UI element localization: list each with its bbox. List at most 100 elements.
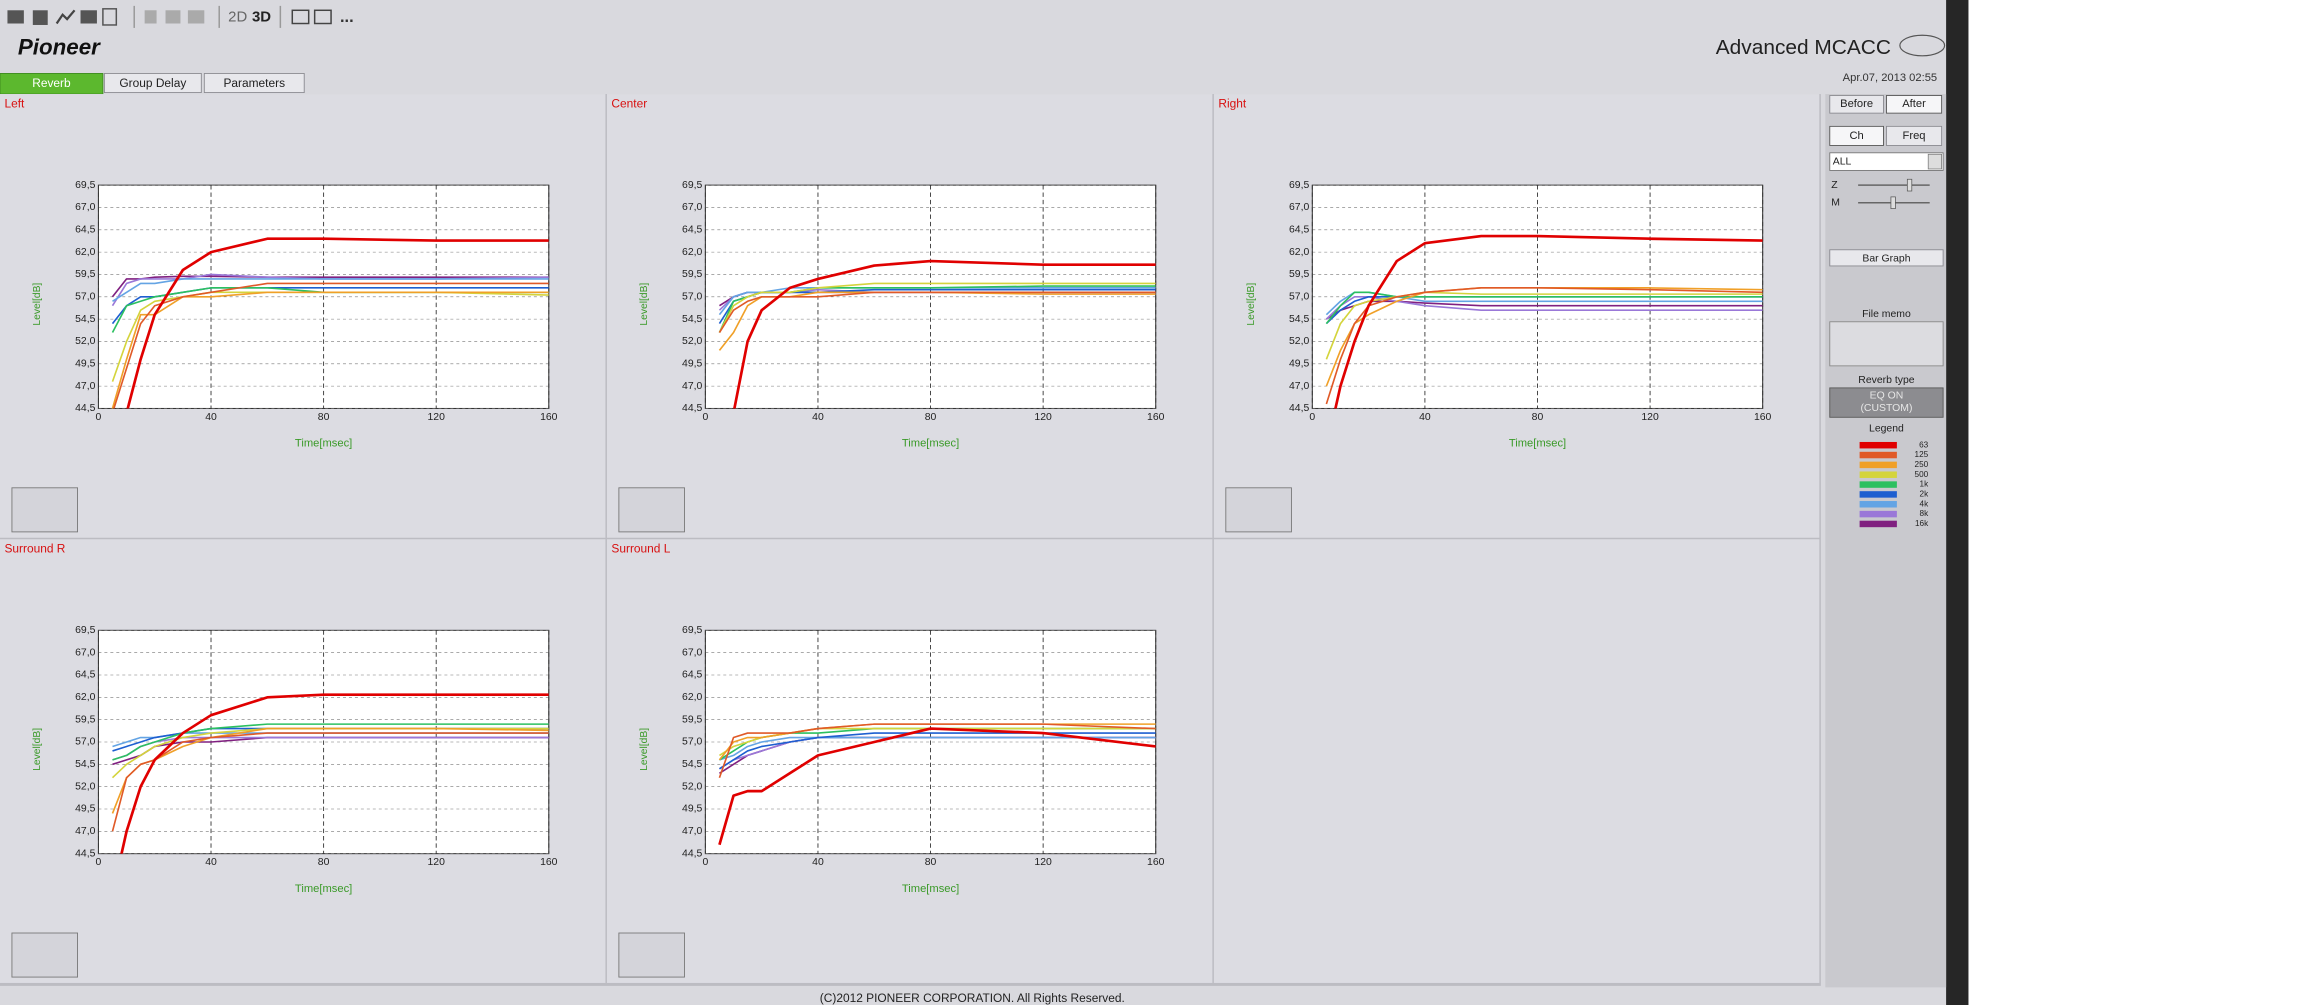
dropdown-value[interactable]: ALL xyxy=(1833,156,1852,167)
graph-icon[interactable] xyxy=(55,9,76,25)
legend-title: Legend xyxy=(1869,424,1904,435)
y-tick-label: 52,0 xyxy=(75,781,96,792)
button[interactable] xyxy=(1829,125,1884,146)
legend-label: 63 xyxy=(1919,440,1929,449)
panel-title: Right xyxy=(1218,97,1247,111)
open-icon[interactable] xyxy=(7,10,24,24)
mcacc-logo xyxy=(1899,34,1946,57)
y-tick-label: 64,5 xyxy=(75,225,96,236)
grid-icon[interactable] xyxy=(313,9,332,25)
y-tick-label: 64,5 xyxy=(75,670,96,681)
y-tick-label: 69,5 xyxy=(682,180,703,191)
series-line xyxy=(120,693,549,854)
bar-graph-button[interactable]: Bar Graph xyxy=(1862,253,1910,264)
more-button[interactable]: ... xyxy=(340,8,354,26)
thumbnail-box xyxy=(11,932,78,978)
legend-label: 4k xyxy=(1920,499,1930,508)
y-tick-label: 52,0 xyxy=(682,781,703,792)
sidebar: Before After Ch Freq ALL Z M Bar Graph F… xyxy=(1825,94,1947,988)
dropdown[interactable] xyxy=(1829,152,1944,171)
preview-icon[interactable] xyxy=(102,8,118,26)
3d-button[interactable]: 3D xyxy=(252,10,271,26)
2d-button[interactable]: 2D xyxy=(228,10,247,26)
y-tick-label: 64,5 xyxy=(682,670,703,681)
button[interactable] xyxy=(1885,125,1943,146)
paste-icon[interactable] xyxy=(187,10,205,24)
y-tick-label: 49,5 xyxy=(75,804,96,815)
x-tick-label: 80 xyxy=(925,857,937,868)
x-tick-label: 160 xyxy=(540,412,558,423)
copy-icon[interactable] xyxy=(165,10,181,24)
series-line xyxy=(718,291,1156,351)
after-button[interactable]: After xyxy=(1902,98,1926,110)
tab[interactable] xyxy=(103,73,202,94)
x-tick-label: 160 xyxy=(540,857,558,868)
brand-logo: Pioneer xyxy=(18,34,101,59)
legend-label: 2k xyxy=(1920,490,1930,499)
y-tick-label: 62,0 xyxy=(682,692,703,703)
dropdown-arrow[interactable] xyxy=(1927,153,1942,170)
thumbnail-box xyxy=(11,487,78,533)
y-tick-label: 47,0 xyxy=(682,381,703,392)
save-icon[interactable] xyxy=(32,10,48,25)
x-tick-label: 40 xyxy=(1419,412,1431,423)
y-tick-label: 69,5 xyxy=(682,625,703,636)
series-group xyxy=(1325,234,1763,409)
before-button[interactable]: Before xyxy=(1840,98,1873,110)
slider-thumb[interactable] xyxy=(1906,178,1913,192)
ch-button[interactable]: Ch xyxy=(1849,130,1863,142)
y-axis-label: Level[dB] xyxy=(639,283,650,326)
cut-icon[interactable] xyxy=(144,10,157,24)
y-tick-label: 57,0 xyxy=(75,292,96,303)
panel: Surround L 44,5 47,0 49,5 52,0 54,5 57,0 59,5 62… xyxy=(606,539,1213,983)
window-icon[interactable] xyxy=(291,9,310,25)
series-line xyxy=(111,291,549,409)
panel: Surround R 44,5 47,0 49,5 52,0 54,5 57,0 59,5 62… xyxy=(0,539,606,983)
slider-thumb[interactable] xyxy=(1890,196,1896,210)
series-line xyxy=(1325,287,1763,387)
tab-label[interactable]: Parameters xyxy=(223,76,285,90)
y-tick-label: 49,5 xyxy=(75,359,96,370)
print-icon[interactable] xyxy=(80,10,97,24)
button[interactable] xyxy=(1885,95,1943,114)
y-tick-label: 64,5 xyxy=(1289,225,1310,236)
y-tick-label: 59,5 xyxy=(75,714,96,725)
x-tick-label: 0 xyxy=(96,412,102,423)
x-tick-label: 160 xyxy=(1147,412,1165,423)
y-tick-label: 59,5 xyxy=(682,269,703,280)
x-tick-label: 0 xyxy=(1309,412,1315,423)
zoom-label: Z xyxy=(1831,180,1837,191)
y-tick-label: 49,5 xyxy=(1289,359,1310,370)
y-tick-label: 52,0 xyxy=(1289,336,1310,347)
tab-label[interactable]: Reverb xyxy=(32,76,71,90)
freq-button[interactable]: Freq xyxy=(1903,130,1926,142)
y-tick-label: 47,0 xyxy=(1289,381,1310,392)
y-tick-label: 44,5 xyxy=(75,848,96,859)
y-tick-label: 62,0 xyxy=(682,247,703,258)
series-line xyxy=(126,237,549,409)
y-axis-label: Level[dB] xyxy=(639,728,650,771)
panel-title: Left xyxy=(4,97,25,111)
x-axis-label: Time[msec] xyxy=(1509,438,1566,450)
y-tick-label: 44,5 xyxy=(682,848,703,859)
x-tick-label: 120 xyxy=(1034,857,1052,868)
series-line xyxy=(1325,291,1763,316)
tab-label[interactable]: Group Delay xyxy=(119,76,186,90)
series-line xyxy=(719,732,1156,770)
sidebar-bg xyxy=(1825,94,1947,988)
button[interactable] xyxy=(1829,95,1884,114)
x-tick-label: 40 xyxy=(205,412,217,423)
y-tick-label: 67,0 xyxy=(1289,202,1310,213)
file-memo-box[interactable] xyxy=(1829,321,1944,367)
thumbnail-box xyxy=(1225,487,1292,533)
y-tick-label: 67,0 xyxy=(682,647,703,658)
panel: Right 44,5 47,0 49,5 52,0 54,5 57,0 59,5 62,0 64,… xyxy=(1213,94,1820,538)
legend-swatch xyxy=(1859,481,1897,488)
button[interactable] xyxy=(1829,249,1944,267)
tab[interactable] xyxy=(203,73,305,94)
legend-swatch xyxy=(1859,501,1897,508)
y-tick-label: 47,0 xyxy=(682,826,703,837)
panels: Left 44,5 47,0 49,5 52,0 54,5 57,0 59,5 62,0 64,5… xyxy=(0,94,1820,983)
